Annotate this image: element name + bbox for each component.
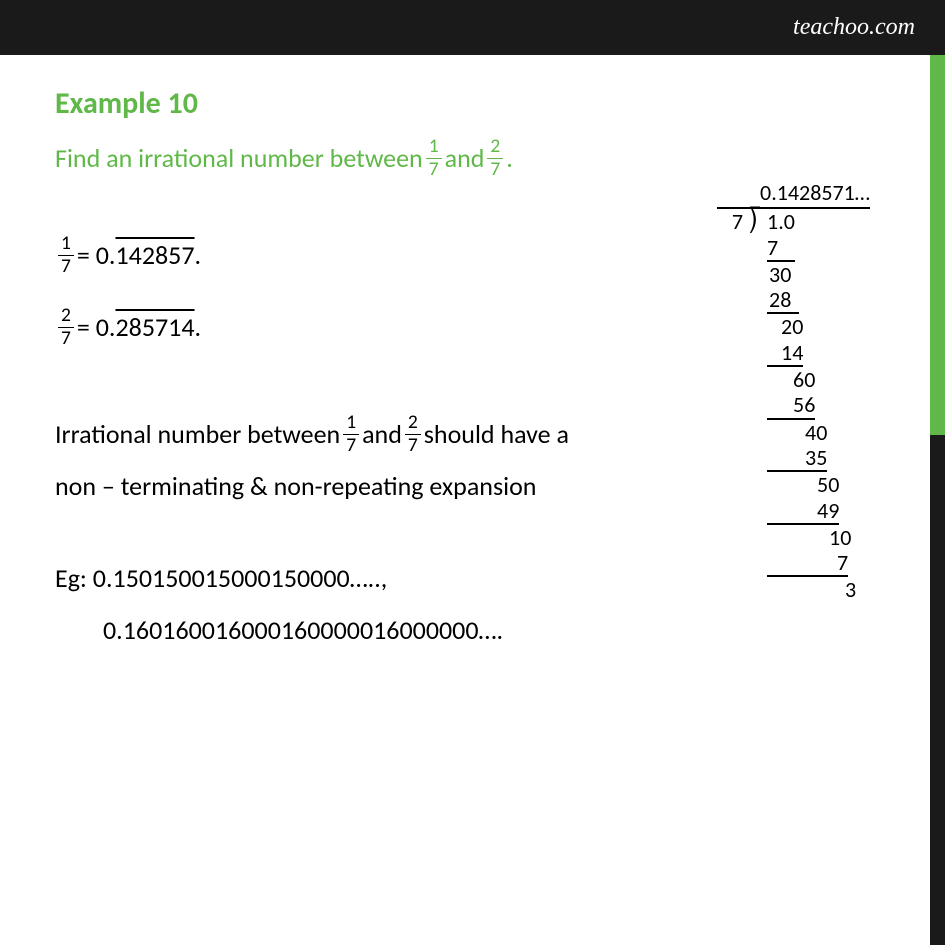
ld-work-column: 1.0 7302820146056403550491073 <box>745 209 856 602</box>
ld-step-value: 28 <box>767 287 799 314</box>
ld-step: 56 <box>767 392 856 419</box>
fraction-denominator: 7 <box>343 435 359 456</box>
fraction-numerator: 2 <box>487 137 503 159</box>
period: . <box>195 239 202 271</box>
content-area: Example 10 Find an irrational number bet… <box>0 0 945 706</box>
ld-quotient-row: 0.1428571… <box>717 180 870 209</box>
repeating-decimal: 285714 <box>115 311 194 343</box>
ld-step: 50 <box>767 472 856 497</box>
ld-step: 30 <box>767 262 856 287</box>
ld-step-value: 50 <box>767 472 839 497</box>
fraction-2-7: 2 7 <box>487 137 503 179</box>
fraction-numerator: 1 <box>343 413 359 435</box>
ld-step: 7 <box>767 235 856 262</box>
ld-step-value: 30 <box>767 262 791 287</box>
fraction-1-7: 1 7 <box>58 234 74 276</box>
fraction-2-7: 2 7 <box>405 413 421 455</box>
ld-step-value: 35 <box>767 445 827 472</box>
long-division: 0.1428571… 7 ⟌ 1.0 730282014605640355049… <box>717 180 870 603</box>
fraction-denominator: 7 <box>58 328 74 349</box>
ld-divisor: 7 ⟌ <box>717 209 745 234</box>
example-title: Example 10 <box>55 85 895 122</box>
example-answer-2: 0.160160016000160000016000000…. <box>55 614 895 646</box>
fraction-numerator: 1 <box>58 234 74 256</box>
question-text: Find an irrational number between 1 7 an… <box>55 137 895 179</box>
fraction-2-7: 2 7 <box>58 306 74 348</box>
equals-text: = 0. <box>77 311 116 343</box>
fraction-numerator: 1 <box>426 137 442 159</box>
ld-step: 49 <box>767 498 856 525</box>
ld-step-value: 56 <box>767 392 815 419</box>
question-part2: and <box>445 142 485 174</box>
ld-step: 14 <box>767 340 856 367</box>
fraction-numerator: 2 <box>58 306 74 328</box>
repeating-decimal: 142857 <box>115 239 194 271</box>
ld-quotient: 0.1428571… <box>717 180 870 209</box>
explanation-part3: should have a <box>424 408 569 460</box>
explanation-part1: Irrational number between <box>55 408 340 460</box>
ld-bracket-icon: ⟌ <box>749 207 760 239</box>
ld-step-value: 10 <box>767 525 851 550</box>
equals-text: = 0. <box>77 239 116 271</box>
ld-step-value: 3 <box>767 577 856 602</box>
explanation-part2: and <box>362 408 402 460</box>
ld-step-value: 40 <box>767 420 827 445</box>
ld-step: 7 <box>767 550 856 577</box>
ld-divisor-value: 7 <box>732 208 743 235</box>
ld-step: 28 <box>767 287 856 314</box>
ld-step-value: 49 <box>767 498 839 525</box>
period: . <box>195 311 202 343</box>
ld-step: 10 <box>767 525 856 550</box>
fraction-denominator: 7 <box>405 435 421 456</box>
fraction-1-7: 1 7 <box>426 137 442 179</box>
question-part1: Find an irrational number between <box>55 142 423 174</box>
ld-step: 60 <box>767 367 856 392</box>
ld-step: 35 <box>767 445 856 472</box>
fraction-denominator: 7 <box>487 159 503 180</box>
fraction-1-7: 1 7 <box>343 413 359 455</box>
ld-step-value: 7 <box>767 235 795 262</box>
explanation-line2-text: non – terminating & non-repeating expans… <box>55 460 536 512</box>
fraction-denominator: 7 <box>426 159 442 180</box>
ld-step-value: 20 <box>767 314 803 339</box>
ld-step-value: 60 <box>767 367 815 392</box>
question-part3: . <box>506 142 513 174</box>
ld-step: 3 <box>767 577 856 602</box>
ld-step-value: 14 <box>767 340 803 367</box>
ld-first-row: 7 ⟌ 1.0 7302820146056403550491073 <box>717 209 870 602</box>
fraction-denominator: 7 <box>58 256 74 277</box>
ld-steps-container: 7302820146056403550491073 <box>767 235 856 603</box>
fraction-numerator: 2 <box>405 413 421 435</box>
ld-step-value: 7 <box>767 550 848 577</box>
ld-step: 40 <box>767 420 856 445</box>
ld-step: 20 <box>767 314 856 339</box>
ld-dividend: 1.0 <box>767 209 856 234</box>
